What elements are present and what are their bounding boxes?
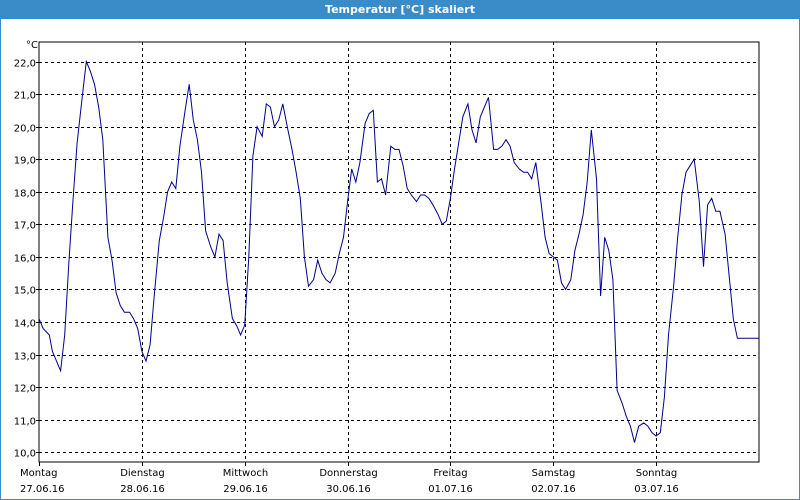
x-tick-day-label: Freitag — [433, 468, 467, 479]
y-tick-label: 15,0 — [14, 286, 36, 297]
x-tick-date-label: 30.06.16 — [326, 484, 371, 495]
temperature-series-line — [38, 59, 759, 443]
y-tick-label: 16,0 — [14, 254, 36, 265]
x-tick-date-label: 29.06.16 — [223, 484, 268, 495]
window-title: Temperatur [°C] skaliert — [0, 0, 800, 19]
y-tick-label: 11,0 — [14, 417, 36, 428]
x-tick-date-label: 03.07.16 — [634, 484, 679, 495]
x-tick-date-label: 27.06.16 — [20, 484, 65, 495]
y-tick-label: 14,0 — [14, 319, 36, 330]
y-tick-label: 12,0 — [14, 384, 36, 395]
y-tick-label: 10,0 — [14, 449, 36, 460]
x-tick-day-label: Dienstag — [120, 468, 165, 479]
plot-area — [38, 41, 760, 463]
x-tick-date-label: 01.07.16 — [428, 484, 473, 495]
x-tick-day-label: Mittwoch — [223, 468, 268, 479]
x-tick-day-label: Montag — [20, 468, 57, 479]
x-tick-day-label: Donnerstag — [319, 468, 377, 479]
y-tick-label: 13,0 — [14, 352, 36, 363]
y-tick-label: 18,0 — [14, 189, 36, 200]
x-tick-day-label: Samstag — [532, 468, 576, 479]
y-tick-label: 21,0 — [14, 91, 36, 102]
y-tick-label: 19,0 — [14, 156, 36, 167]
x-tick-date-label: 02.07.16 — [531, 484, 576, 495]
x-tick-date-label: 28.06.16 — [120, 484, 165, 495]
y-axis-label: °C — [26, 40, 38, 51]
y-tick-label: 20,0 — [14, 124, 36, 135]
x-tick-day-label: Sonntag — [636, 468, 678, 479]
y-tick-label: 17,0 — [14, 221, 36, 232]
y-tick-label: 22,0 — [14, 59, 36, 70]
